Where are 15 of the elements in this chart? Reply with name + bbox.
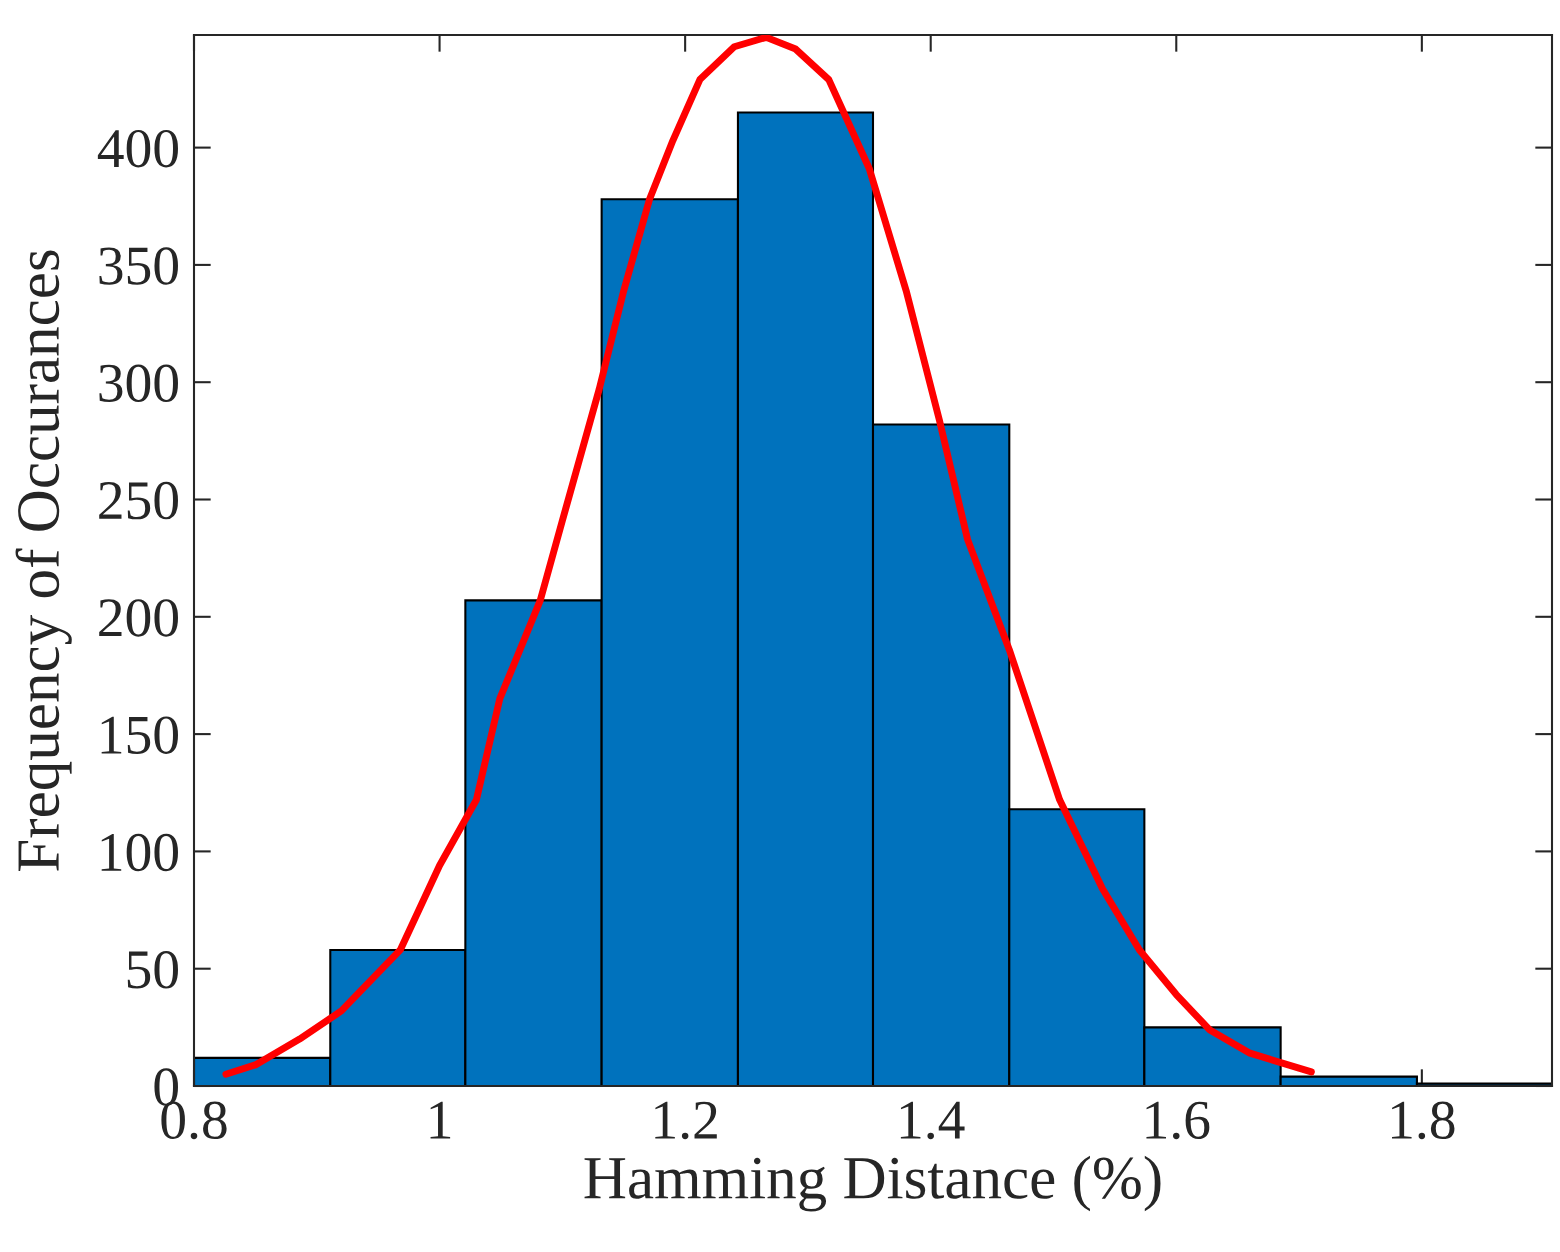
x-tick-label: 1 (430, 1101, 451, 1139)
y-tick-label: 250 (99, 481, 178, 520)
y-tick-label: 350 (99, 247, 178, 285)
x-tick-label: 1.6 (1146, 1101, 1210, 1140)
y-axis-title: Frequency of Occurances (15, 250, 72, 871)
y-tick-label: 200 (99, 599, 178, 637)
y-tick-label: 150 (101, 716, 178, 754)
x-axis-title: Hamming Distance (%) (584, 1155, 1161, 1212)
x-tick-label: 1.8 (1392, 1101, 1455, 1140)
y-tick-label: 50 (127, 951, 178, 989)
x-tick-label: 1.4 (900, 1101, 965, 1140)
y-tick-label: 400 (97, 129, 178, 168)
x-tick-label: 1.2 (655, 1101, 717, 1140)
y-tick-label: 300 (99, 364, 178, 403)
y-tick-label: 100 (101, 833, 178, 872)
